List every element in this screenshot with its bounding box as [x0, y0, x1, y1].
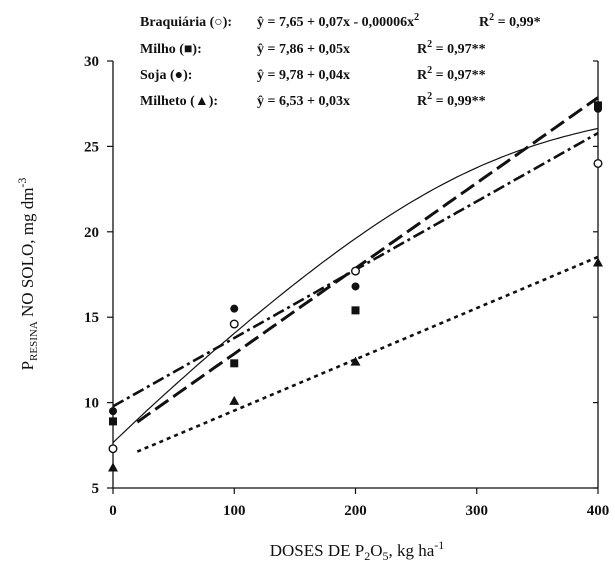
legend-r2-2: R2 = 0,97**: [417, 65, 486, 83]
point-1-1: [230, 359, 239, 368]
legend-series-name: Milheto: [140, 94, 187, 109]
legend-label-3: Milheto (▲):: [140, 94, 218, 109]
y-title-main: P: [18, 361, 37, 370]
y-tick-label: 25: [84, 139, 99, 155]
legend-series-name: Milho: [140, 42, 176, 57]
legend-paren: (: [166, 68, 175, 83]
x-title-sub: 2: [364, 549, 370, 563]
y-title-rest: NO SOLO, mg dm: [18, 188, 37, 322]
point-2-2: [351, 282, 360, 291]
point-3-2: [350, 356, 361, 366]
legend-marker-symbol: ●: [175, 68, 183, 83]
legend-paren: ):: [183, 68, 192, 83]
point-1-2: [351, 306, 360, 315]
equation-text: ŷ = 7,86 + 0,05x: [257, 42, 350, 57]
point-0-0: [108, 444, 118, 454]
legend-paren: ):: [192, 42, 201, 57]
r2-superscript: 2: [427, 65, 432, 76]
r2-superscript: 2: [427, 91, 432, 102]
legend-series-name: Braquiária: [140, 15, 206, 30]
legend-equation-1: ŷ = 7,86 + 0,05x: [257, 42, 350, 57]
data-points: [108, 101, 603, 472]
x-title-main2: O: [370, 541, 382, 560]
legend-equation-3: ŷ = 6,53 + 0,03x: [257, 94, 350, 109]
legend-marker-symbol: ■: [184, 42, 192, 57]
legend-r2-1: R2 = 0,97**: [417, 39, 486, 57]
fit-line-1: [136, 96, 599, 424]
y-tick-label: 5: [92, 481, 100, 497]
point-0-3: [593, 158, 603, 168]
y-title-sub: RESINA: [28, 321, 40, 361]
point-3-1: [229, 395, 240, 405]
point-2-1: [230, 304, 239, 313]
equation-superscript: 2: [414, 12, 419, 23]
point-1-0: [109, 417, 117, 426]
legend-marker-symbol: ▲: [195, 94, 209, 109]
point-2-3: [594, 104, 602, 113]
x-title-main: DOSES DE P: [270, 541, 364, 560]
r2-label: R: [479, 15, 490, 30]
r2-value: = 0,99**: [432, 94, 485, 109]
fit-line-0: [112, 127, 599, 444]
equation-text: ŷ = 6,53 + 0,03x: [257, 94, 350, 109]
x-axis-title: DOSES DE P2O5, kg ha-1: [270, 538, 445, 563]
y-tick-label: 15: [84, 310, 99, 326]
fit-line-3: [136, 255, 599, 453]
y-tick-label: 10: [84, 396, 99, 412]
legend-paren: ):: [209, 94, 218, 109]
r2-label: R: [417, 42, 428, 57]
x-tick-label: 100: [223, 503, 246, 519]
legend-paren: (: [187, 94, 196, 109]
r2-superscript: 2: [489, 12, 494, 23]
x-tick-label: 300: [466, 503, 489, 519]
legend-label-1: Milho (■):: [140, 42, 202, 57]
equation-text: ŷ = 9,78 + 0,04x: [257, 68, 350, 83]
point-3-3: [593, 257, 603, 267]
legend-r2-0: R2 = 0,99*: [479, 12, 541, 30]
y-tick-label: 20: [84, 225, 99, 241]
legend-paren: (: [176, 42, 185, 57]
r2-value: = 0,97**: [432, 42, 485, 57]
x-title-sub2: 5: [382, 549, 388, 563]
legend-label-0: Braquiária (○):: [140, 15, 232, 30]
x-tick-label: 200: [344, 503, 367, 519]
equation-legend: Braquiária (○): ŷ = 7,65 + 0,07x - 0,0000…: [140, 12, 541, 109]
equation-text: ŷ = 7,65 + 0,07x - 0,00006x: [257, 15, 414, 30]
legend-paren: (: [206, 15, 215, 30]
legend-paren: ):: [223, 15, 232, 30]
axes: 0 100 200 300 400 5 10 15 20 25 30: [84, 54, 609, 519]
point-2-0: [109, 407, 117, 416]
y-title-sup: -3: [15, 178, 29, 188]
legend-label-2: Soja (●):: [140, 68, 192, 83]
legend-marker-symbol: ○: [214, 15, 222, 30]
legend-series-name: Soja: [140, 68, 166, 83]
r2-label: R: [417, 68, 428, 83]
x-tick-label: 0: [109, 503, 117, 519]
legend-r2-3: R2 = 0,99**: [417, 91, 486, 109]
r2-label: R: [417, 94, 428, 109]
x-title-sup: -1: [434, 538, 444, 552]
point-0-1: [229, 319, 239, 329]
r2-value: = 0,97**: [432, 68, 485, 83]
y-axis-title: PRESINA NO SOLO, mg dm-3: [15, 178, 40, 371]
legend-equation-0: ŷ = 7,65 + 0,07x - 0,00006x2: [257, 12, 419, 30]
r2-value: = 0,99*: [494, 15, 540, 30]
y-tick-label: 30: [84, 54, 99, 70]
r2-superscript: 2: [427, 39, 432, 50]
x-tick-label: 400: [587, 503, 610, 519]
point-3-0: [108, 462, 118, 472]
point-0-2: [351, 266, 361, 276]
x-title-unit: , kg ha: [388, 541, 434, 560]
legend-equation-2: ŷ = 9,78 + 0,04x: [257, 68, 350, 83]
